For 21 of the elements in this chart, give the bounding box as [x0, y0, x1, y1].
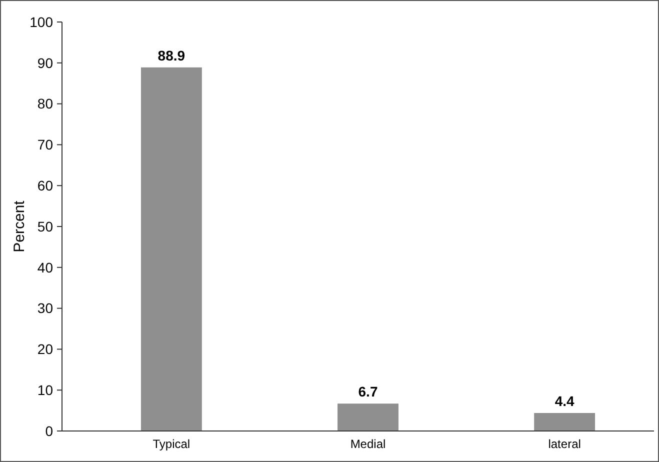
y-tick-label: 90 [37, 54, 54, 71]
y-tick-label: 80 [37, 96, 54, 112]
y-tick-label: 40 [37, 259, 54, 276]
y-tick-label: 50 [37, 218, 54, 234]
y-tick-label: 30 [37, 300, 54, 316]
y-tick-label: 0 [45, 422, 54, 439]
x-tick-label: Medial [350, 437, 386, 451]
y-tick-label: 100 [30, 14, 54, 30]
data-label: 6.7 [358, 384, 378, 400]
data-label: 4.4 [554, 393, 575, 410]
bar [140, 67, 202, 431]
y-tick-label: 60 [37, 178, 54, 194]
y-axis-title: Percent [11, 200, 28, 252]
bar [338, 404, 398, 431]
y-tick-label: 70 [37, 136, 54, 153]
bar [534, 413, 596, 431]
y-tick-label: 10 [37, 382, 54, 398]
x-tick-label: lateral [548, 437, 581, 451]
x-tick-label: Typical [152, 437, 190, 451]
y-tick-label: 20 [37, 341, 54, 358]
data-label: 88.9 [158, 47, 186, 64]
